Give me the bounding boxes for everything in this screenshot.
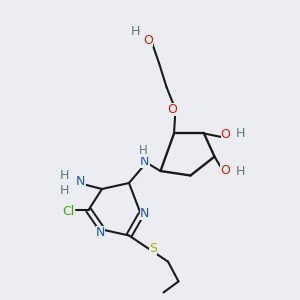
Text: N: N <box>76 175 86 188</box>
Text: O: O <box>221 128 230 142</box>
Text: H: H <box>235 127 245 140</box>
Text: H: H <box>139 143 148 157</box>
Text: H: H <box>60 184 69 197</box>
Text: H: H <box>60 169 69 182</box>
Text: N: N <box>96 226 105 239</box>
Text: O: O <box>143 34 153 47</box>
Text: O: O <box>220 164 230 178</box>
Text: H: H <box>235 165 245 178</box>
Text: Cl: Cl <box>62 205 74 218</box>
Text: S: S <box>149 242 157 255</box>
Text: N: N <box>140 207 149 220</box>
Text: O: O <box>168 103 177 116</box>
Text: H: H <box>130 25 140 38</box>
Text: N: N <box>140 154 150 168</box>
